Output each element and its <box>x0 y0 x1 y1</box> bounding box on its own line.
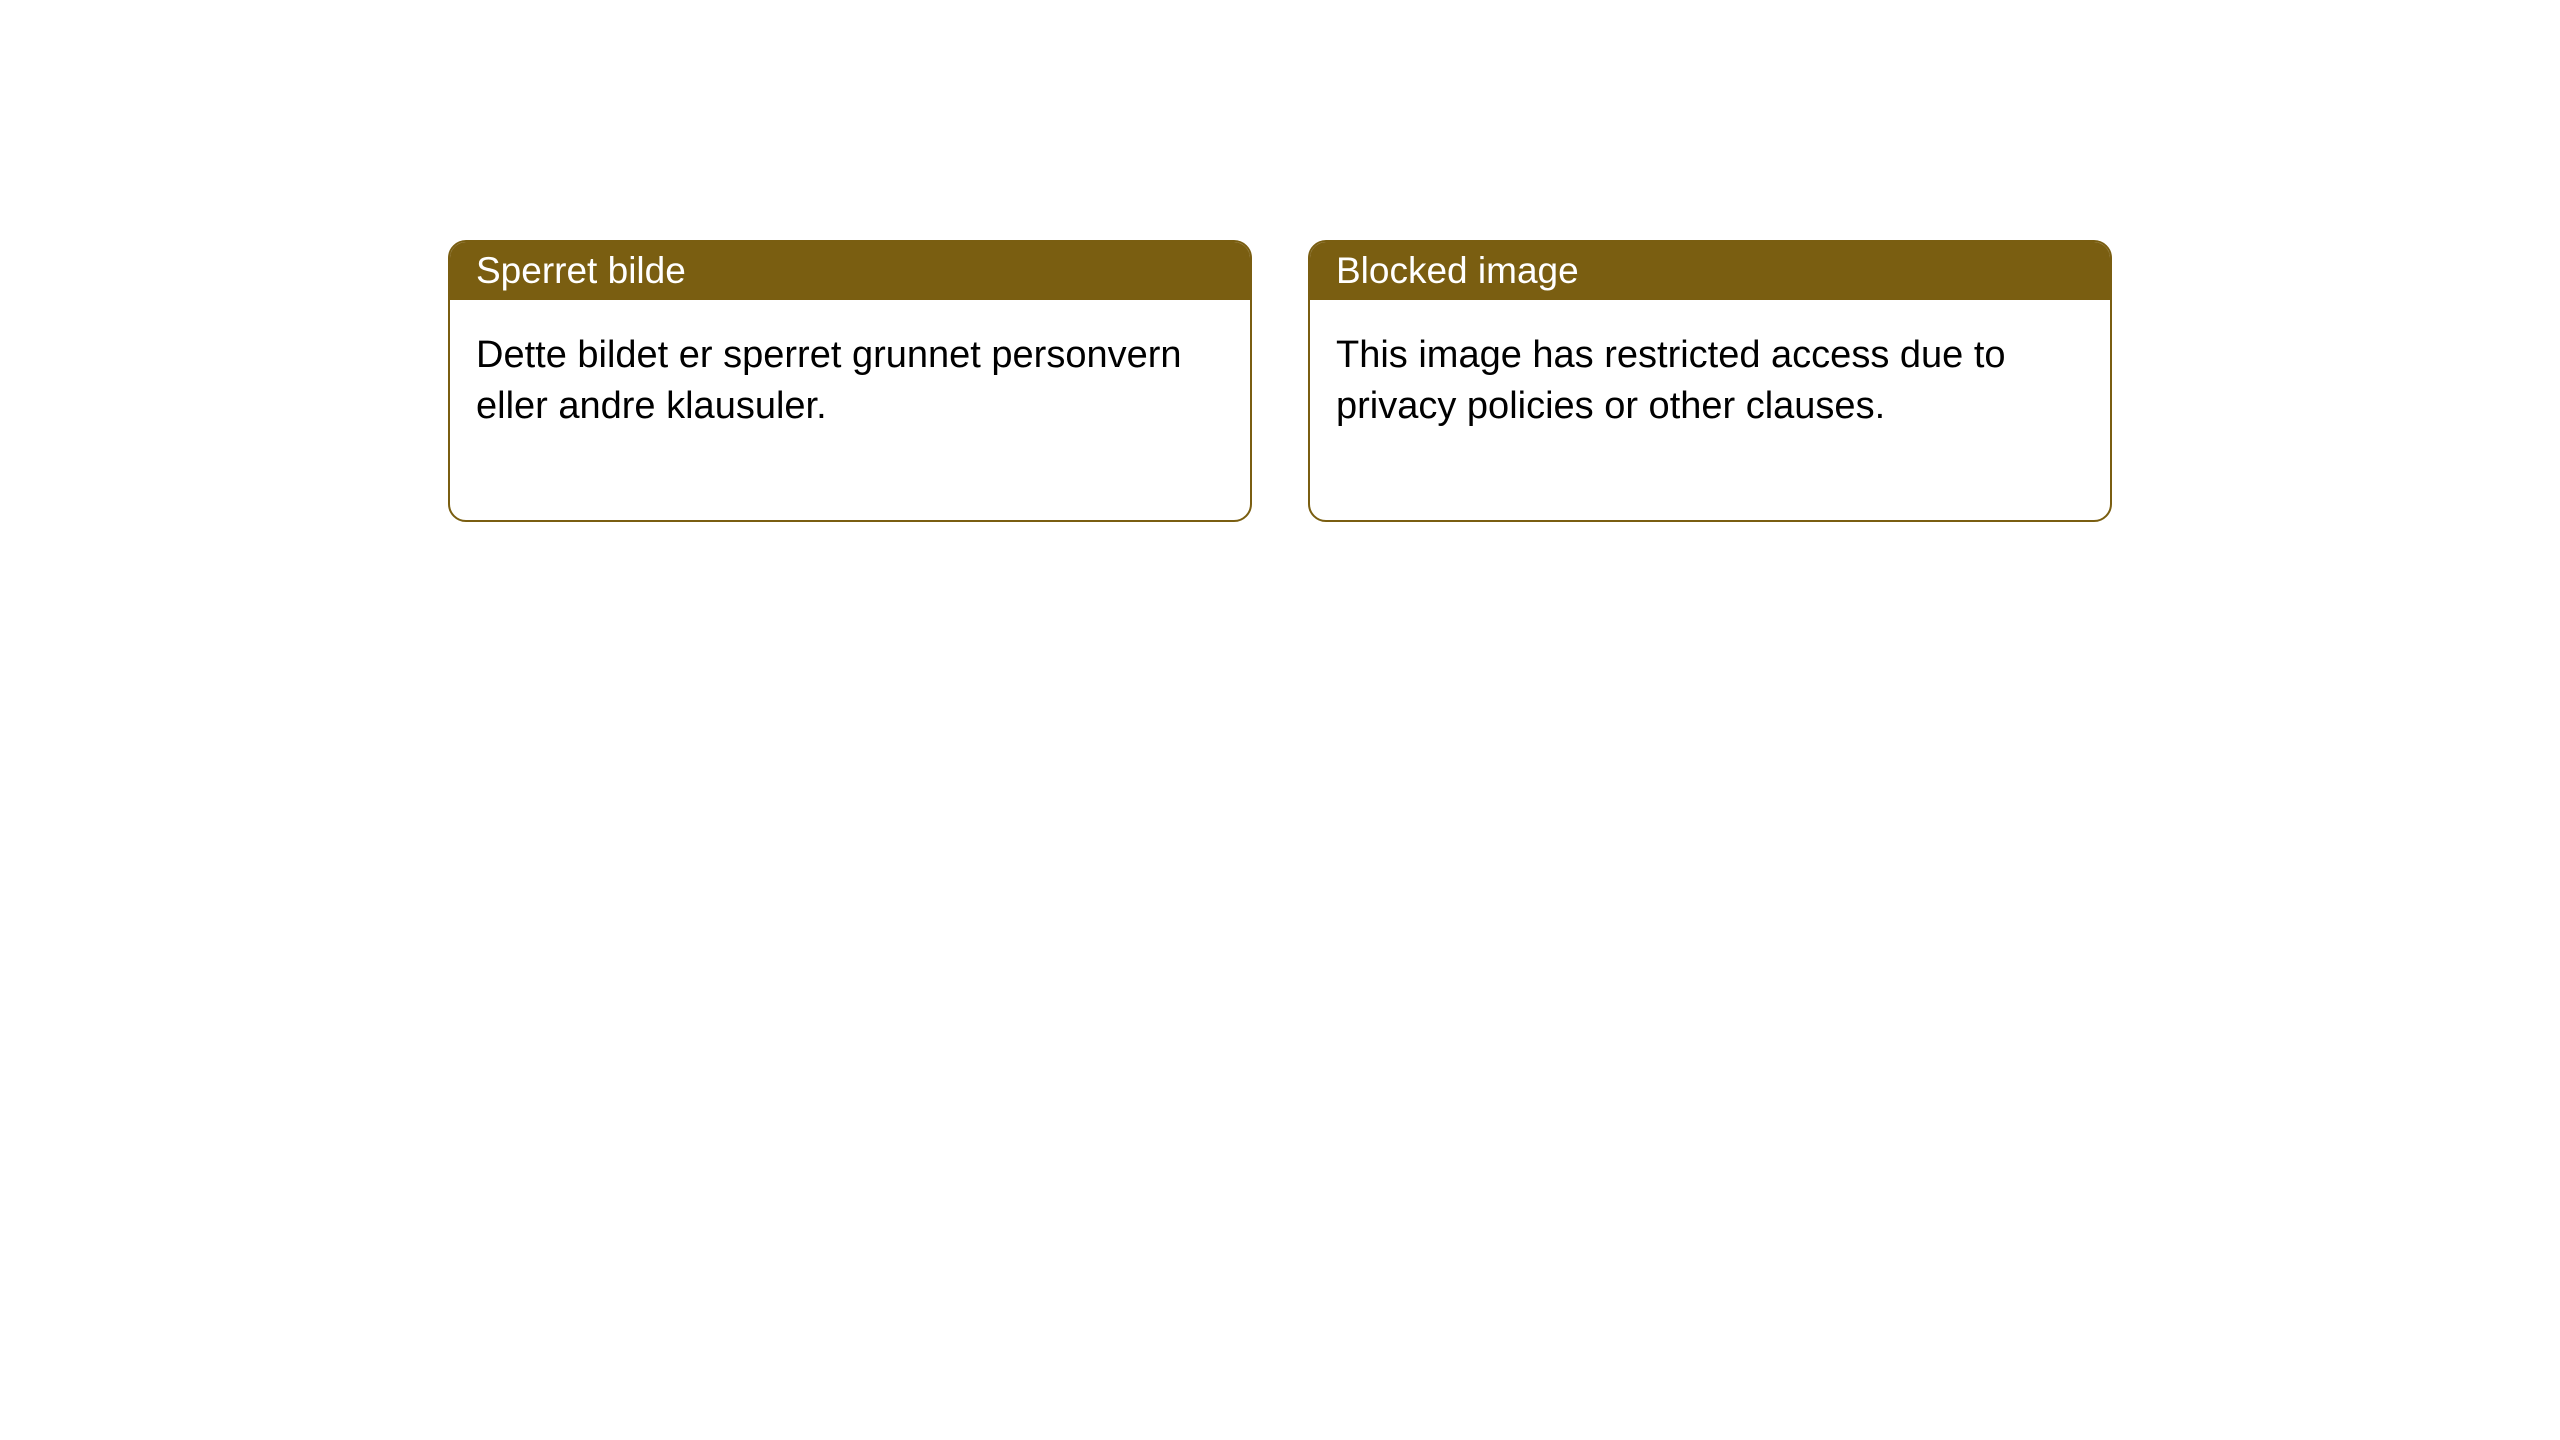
notice-header: Blocked image <box>1310 242 2110 300</box>
notice-box-norwegian: Sperret bilde Dette bildet er sperret gr… <box>448 240 1252 522</box>
notice-body: Dette bildet er sperret grunnet personve… <box>450 300 1250 520</box>
notice-body: This image has restricted access due to … <box>1310 300 2110 520</box>
notice-title: Blocked image <box>1336 250 1579 291</box>
notice-box-english: Blocked image This image has restricted … <box>1308 240 2112 522</box>
notice-text: Dette bildet er sperret grunnet personve… <box>476 334 1182 427</box>
notice-title: Sperret bilde <box>476 250 686 291</box>
notice-header: Sperret bilde <box>450 242 1250 300</box>
notice-container: Sperret bilde Dette bildet er sperret gr… <box>448 240 2112 522</box>
notice-text: This image has restricted access due to … <box>1336 334 2006 427</box>
